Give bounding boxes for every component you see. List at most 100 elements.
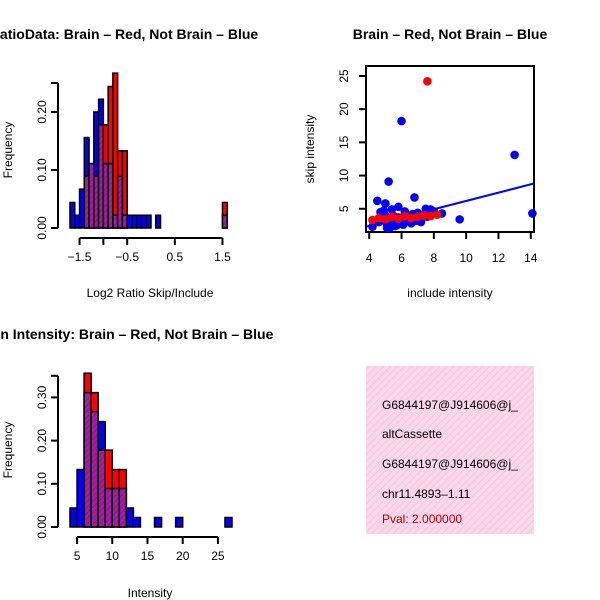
- red-point: [400, 211, 410, 221]
- x-tick-label: −0.5: [115, 250, 139, 264]
- histogram-overlap-hatch: [98, 450, 106, 527]
- red-point: [423, 76, 432, 86]
- y-tick-label: 0.20: [35, 100, 49, 124]
- scatter-title: Brain – Red, Not Brain – Blue: [353, 26, 548, 42]
- y-tick-label: 0.30: [35, 385, 49, 409]
- info-panel: G6844197@J914606@j_ altCassette G6844197…: [366, 366, 534, 534]
- y-tick-label: 25: [337, 69, 351, 83]
- y-tick-label: 0.20: [35, 429, 49, 453]
- x-tick-label: 15: [141, 549, 155, 563]
- scatter-axes: 4 6 8 10 12 14 5 10 15 20 25: [337, 69, 538, 265]
- ratio-histogram-axes: −1.5 −0.5 0.5 1.5 0.00 0.10 0.20: [35, 82, 231, 264]
- histogram-overlap-hatch: [103, 163, 109, 228]
- x-tick-label: 14: [524, 251, 538, 265]
- histogram-bar: [174, 516, 184, 528]
- intensity-histogram-xlabel: Intensity: [128, 586, 173, 600]
- y-tick-label: 20: [337, 102, 351, 116]
- red-point: [368, 215, 377, 225]
- intensity-histogram-panel: Exon Intensity: Brain – Red, Not Brain –…: [0, 326, 274, 600]
- histogram-overlap-hatch: [112, 215, 118, 228]
- ratio-histogram-title: RatioData: Brain – Red, Not Brain – Blue: [0, 26, 258, 42]
- histogram-overlap-hatch: [119, 488, 127, 527]
- x-tick-label: −1.5: [68, 250, 92, 264]
- scatter-panel: Brain – Red, Not Brain – Blue 4 6 8 10 12 14 5…: [303, 26, 547, 300]
- red-point: [419, 211, 429, 220]
- y-tick-label: 0.10: [35, 158, 49, 182]
- blue-point: [528, 209, 537, 218]
- blue-point: [455, 215, 464, 224]
- y-tick-label: 0.00: [35, 216, 49, 240]
- y-tick-label: 0.00: [35, 515, 49, 539]
- y-tick-label: 15: [337, 135, 351, 149]
- blue-point: [394, 202, 403, 212]
- histogram-overlap-hatch: [84, 176, 90, 228]
- ratio-histogram-xlabel: Log2 Ratio Skip/Include: [87, 286, 214, 300]
- y-tick-label: 10: [337, 169, 351, 183]
- blue-point: [373, 196, 382, 206]
- x-tick-label: 12: [492, 251, 506, 265]
- intensity-histogram-axes: 5 10 15 20 25 0.00 0.10 0.20 0.30: [35, 374, 225, 563]
- x-tick-label: 6: [398, 251, 405, 265]
- scatter-plot-frame: [365, 65, 535, 233]
- histogram-overlap-hatch: [122, 215, 128, 228]
- histogram-bar: [132, 516, 142, 528]
- scatter-xlabel: include intensity: [407, 286, 492, 300]
- scatter-points: [368, 76, 537, 233]
- blue-point: [381, 199, 390, 208]
- histogram-overlap-hatch: [84, 392, 92, 527]
- histogram-overlap-hatch: [98, 124, 104, 228]
- x-tick-label: 25: [211, 549, 225, 563]
- x-tick-label: 4: [366, 251, 373, 265]
- info-line-3: G6844197@J914606@j_: [382, 457, 518, 471]
- x-tick-label: 10: [459, 251, 473, 265]
- blue-point: [510, 150, 519, 160]
- red-point: [432, 210, 442, 220]
- info-pval: Pval: 2.000000: [382, 512, 462, 526]
- red-point: [413, 212, 422, 222]
- histogram-bar: [155, 214, 162, 229]
- blue-point: [387, 205, 397, 214]
- x-tick-label: 10: [106, 549, 120, 563]
- histogram-bar: [125, 507, 135, 528]
- histogram-overlap-hatch: [91, 411, 99, 527]
- intensity-histogram-ylabel: Frequency: [1, 422, 15, 479]
- histogram-overlap-hatch: [93, 176, 99, 228]
- red-point: [426, 211, 435, 221]
- histogram-overlap-hatch: [89, 163, 94, 228]
- histogram-bar: [224, 516, 233, 528]
- ratio-histogram-panel: RatioData: Brain – Red, Not Brain – Blue…: [0, 26, 258, 300]
- histogram-bar: [69, 507, 78, 528]
- blue-point: [368, 222, 377, 231]
- histogram-bar: [145, 214, 152, 229]
- blue-point: [387, 220, 397, 229]
- histogram-bar: [153, 516, 163, 528]
- histogram-overlap-hatch: [117, 176, 123, 228]
- x-tick-label: 8: [431, 251, 438, 265]
- blue-point: [379, 206, 389, 216]
- intensity-histogram-bars: [69, 372, 233, 528]
- y-tick-label: 0.10: [35, 472, 49, 496]
- histogram-overlap-hatch: [108, 163, 113, 228]
- info-line-1: G6844197@J914606@j_: [382, 398, 518, 412]
- histogram-overlap-hatch: [112, 488, 120, 527]
- ratio-histogram-bars: [69, 72, 228, 229]
- x-tick-label: 0.5: [166, 250, 183, 264]
- x-tick-label: 1.5: [214, 250, 231, 264]
- blue-point: [397, 116, 406, 126]
- x-tick-label: 20: [176, 549, 190, 563]
- histogram-bar: [76, 468, 85, 528]
- blue-point: [410, 193, 419, 202]
- red-point: [381, 215, 390, 224]
- info-line-4: chr11.4893–1.11: [382, 487, 471, 501]
- scatter-ylabel: skip intensity: [303, 115, 317, 184]
- intensity-histogram-title: Exon Intensity: Brain – Red, Not Brain –…: [0, 326, 274, 342]
- red-point: [394, 214, 403, 224]
- histogram-overlap-hatch: [222, 215, 228, 228]
- red-point: [374, 213, 384, 223]
- y-tick-label: 5: [337, 205, 351, 212]
- red-point: [387, 212, 397, 222]
- info-panel-hatch: [366, 366, 534, 534]
- blue-point: [426, 205, 435, 214]
- info-line-2: altCassette: [382, 427, 442, 441]
- ratio-histogram-ylabel: Frequency: [1, 122, 15, 179]
